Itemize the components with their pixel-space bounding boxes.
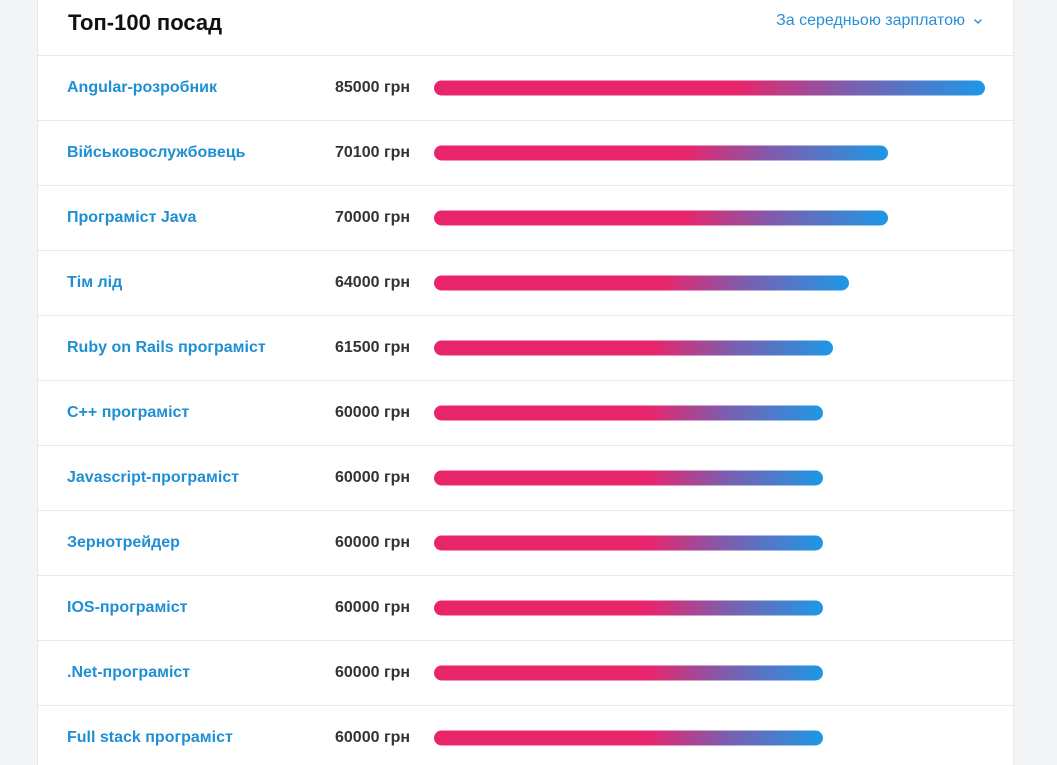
salary-bar — [434, 80, 985, 96]
position-salary: 70100 грн — [335, 144, 411, 161]
position-link[interactable]: Javascript-програміст — [67, 469, 240, 486]
salary-bar — [434, 470, 823, 486]
salary-bar-track — [434, 80, 985, 96]
position-row: Військовослужбовець 70100 грн — [38, 121, 1013, 186]
position-salary: 60000 грн — [335, 469, 411, 486]
position-row: .Net-програміст 60000 грн — [38, 641, 1013, 706]
salary-bar — [434, 600, 823, 616]
position-row: Javascript-програміст 60000 грн — [38, 446, 1013, 511]
position-link[interactable]: Зернотрейдер — [67, 534, 180, 551]
sort-dropdown[interactable]: За середньою зарплатою — [776, 11, 983, 31]
position-row: Зернотрейдер 60000 грн — [38, 511, 1013, 576]
position-link[interactable]: Програміст Java — [67, 209, 197, 226]
position-link[interactable]: Full stack програміст — [67, 729, 233, 746]
position-row: Програміст Java 70000 грн — [38, 186, 1013, 251]
position-link[interactable]: .Net-програміст — [67, 664, 191, 681]
position-link[interactable]: C++ програміст — [67, 404, 190, 421]
chevron-down-icon — [974, 19, 982, 24]
salary-bar-track — [434, 470, 985, 486]
salary-bar — [434, 145, 889, 161]
salary-bar — [434, 730, 823, 746]
salary-bar-track — [434, 665, 985, 681]
position-link[interactable]: Ruby on Rails програміст — [67, 339, 266, 356]
position-salary: 60000 грн — [335, 404, 411, 421]
position-row: Ruby on Rails програміст 61500 грн — [38, 316, 1013, 381]
salary-bar-track — [434, 275, 985, 291]
salary-bar-track — [434, 535, 985, 551]
salary-bar-track — [434, 340, 985, 356]
salary-bar — [434, 275, 849, 291]
position-salary: 60000 грн — [335, 599, 411, 616]
salary-bar-track — [434, 405, 985, 421]
position-link[interactable]: Angular-розробник — [67, 79, 217, 96]
salary-bar — [434, 340, 833, 356]
position-row: Full stack програміст 60000 грн — [38, 706, 1013, 765]
position-salary: 85000 грн — [335, 79, 411, 96]
sort-label: За середньою зарплатою — [776, 12, 965, 29]
salary-bar — [434, 405, 823, 421]
salary-bar-track — [434, 145, 985, 161]
position-salary: 61500 грн — [335, 339, 411, 356]
salary-bar — [434, 535, 823, 551]
position-row: IOS-програміст 60000 грн — [38, 576, 1013, 641]
position-salary: 60000 грн — [335, 534, 411, 551]
top-positions-card: Топ-100 посад За середньою зарплатою Ang… — [37, 0, 1014, 765]
card-header: Топ-100 посад За середньою зарплатою — [38, 0, 1013, 56]
position-salary: 60000 грн — [335, 664, 411, 681]
salary-bar — [434, 665, 823, 681]
salary-bar-track — [434, 730, 985, 746]
positions-list: Angular-розробник 85000 грн Військовослу… — [38, 56, 1013, 765]
position-link[interactable]: IOS-програміст — [67, 599, 188, 616]
position-row: Angular-розробник 85000 грн — [38, 56, 1013, 121]
position-link[interactable]: Тім лід — [67, 274, 123, 291]
position-salary: 64000 грн — [335, 274, 411, 291]
position-row: Тім лід 64000 грн — [38, 251, 1013, 316]
position-link[interactable]: Військовослужбовець — [67, 144, 246, 161]
position-salary: 60000 грн — [335, 729, 411, 746]
salary-bar-track — [434, 600, 985, 616]
salary-bar-track — [434, 210, 985, 226]
position-row: C++ програміст 60000 грн — [38, 381, 1013, 446]
position-salary: 70000 грн — [335, 209, 411, 226]
salary-bar — [434, 210, 888, 226]
card-title: Топ-100 посад — [68, 10, 223, 35]
